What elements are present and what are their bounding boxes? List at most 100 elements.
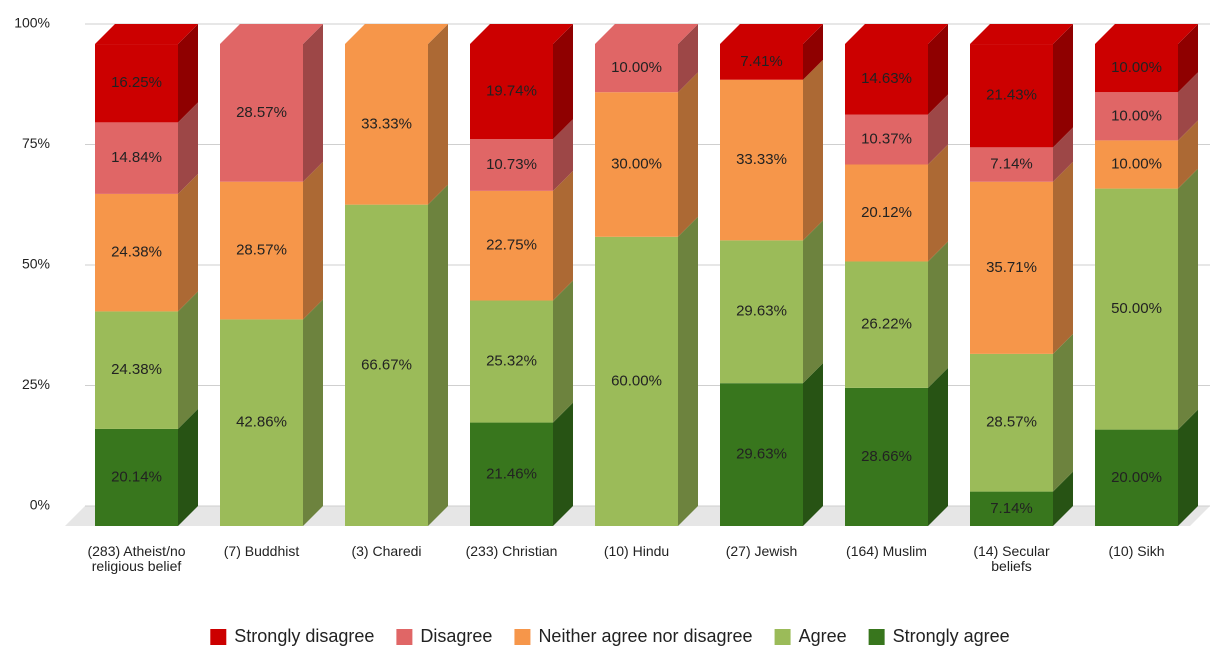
bar-side bbox=[303, 161, 323, 320]
data-label: 60.00% bbox=[611, 372, 662, 389]
data-label: 14.63% bbox=[861, 70, 912, 87]
bar-segment bbox=[470, 170, 573, 301]
legend-swatch bbox=[514, 629, 531, 645]
bar-side bbox=[928, 367, 948, 526]
bar-segment bbox=[95, 24, 198, 123]
data-label: 20.00% bbox=[1111, 469, 1162, 486]
bar-side bbox=[928, 144, 948, 262]
bar-front bbox=[1095, 188, 1178, 430]
bar-side bbox=[928, 24, 948, 115]
bar-segment bbox=[845, 367, 948, 526]
bar-segment bbox=[220, 299, 323, 526]
bar-front bbox=[220, 319, 303, 526]
bar-front bbox=[220, 181, 303, 320]
legend-label: Disagree bbox=[420, 626, 492, 646]
bar-segment bbox=[970, 161, 1073, 354]
legend-swatch bbox=[868, 629, 885, 645]
bar-segment bbox=[720, 220, 823, 384]
x-tick-label: (27) Jewish bbox=[726, 543, 798, 559]
bar-side bbox=[553, 280, 573, 423]
bar-side bbox=[553, 170, 573, 301]
data-label: 33.33% bbox=[361, 115, 412, 132]
bar-front bbox=[595, 44, 678, 93]
bar-side bbox=[303, 24, 323, 182]
bar-front bbox=[470, 139, 553, 191]
bar-front bbox=[720, 79, 803, 241]
x-tick-label: (14) Secular beliefs bbox=[973, 543, 1050, 574]
bar-front bbox=[720, 240, 803, 384]
bar-segment bbox=[970, 333, 1073, 492]
bar-side bbox=[553, 402, 573, 526]
bar-front bbox=[220, 44, 303, 182]
bar-side bbox=[803, 24, 823, 80]
y-tick-label: 100% bbox=[14, 15, 50, 31]
bar-side bbox=[1178, 24, 1198, 93]
bar-top bbox=[845, 24, 948, 44]
bar-front bbox=[595, 92, 678, 237]
data-label: 24.38% bbox=[111, 244, 162, 261]
bar-top bbox=[1095, 24, 1198, 44]
bar-segment bbox=[345, 184, 448, 526]
bar-front bbox=[1095, 140, 1178, 189]
bar-segment bbox=[1095, 168, 1198, 430]
data-label: 10.73% bbox=[486, 156, 537, 173]
data-label: 10.00% bbox=[611, 59, 662, 76]
bar-front bbox=[470, 44, 553, 140]
x-tick-label: (283) Atheist/no religious belief bbox=[87, 543, 185, 574]
bar-segment bbox=[595, 216, 698, 527]
bar-segment bbox=[1095, 409, 1198, 526]
bar-top bbox=[220, 24, 323, 44]
bar-front bbox=[970, 44, 1053, 148]
data-label: 20.12% bbox=[861, 204, 912, 221]
x-tick-label: (3) Charedi bbox=[351, 543, 421, 559]
bar-side bbox=[553, 119, 573, 191]
bar-front bbox=[470, 422, 553, 526]
bar-segment bbox=[470, 402, 573, 526]
bar-side bbox=[678, 72, 698, 237]
legend-label: Strongly agree bbox=[893, 626, 1010, 646]
bar-segment bbox=[345, 24, 448, 205]
legend: Strongly disagree Disagree Neither agree n… bbox=[210, 626, 1010, 646]
legend-swatch bbox=[210, 629, 227, 645]
x-tick-label: (10) Hindu bbox=[604, 543, 669, 559]
bar-segment bbox=[95, 173, 198, 312]
bar-front bbox=[845, 44, 928, 115]
y-tick-label: 0% bbox=[30, 497, 50, 513]
bar-segment bbox=[470, 24, 573, 140]
data-label: 14.84% bbox=[111, 149, 162, 166]
bar-side bbox=[178, 408, 198, 526]
data-label: 21.46% bbox=[486, 465, 537, 482]
bar-side bbox=[1178, 409, 1198, 526]
bar-segment bbox=[845, 144, 948, 262]
data-label: 35.71% bbox=[986, 259, 1037, 276]
bar-side bbox=[803, 363, 823, 526]
bar-front bbox=[95, 428, 178, 526]
bar-segment bbox=[470, 119, 573, 191]
bar-side bbox=[428, 24, 448, 205]
data-label: 26.22% bbox=[861, 316, 912, 333]
bar-segment bbox=[95, 408, 198, 526]
bar-front bbox=[95, 122, 178, 194]
bar-segment bbox=[1095, 120, 1198, 189]
x-tick-label: (10) Sikh bbox=[1108, 543, 1164, 559]
legend-label: Neither agree nor disagree bbox=[538, 626, 752, 646]
bar-top bbox=[345, 24, 448, 44]
bar-side bbox=[303, 299, 323, 526]
bar-front bbox=[970, 353, 1053, 492]
bar-side bbox=[928, 94, 948, 165]
bar-side bbox=[178, 173, 198, 312]
bar-side bbox=[553, 24, 573, 140]
bar-front bbox=[720, 383, 803, 526]
data-label: 19.74% bbox=[486, 83, 537, 100]
bar-side bbox=[803, 220, 823, 384]
bar-top bbox=[470, 24, 573, 44]
bar-segment bbox=[720, 24, 823, 80]
data-label: 33.33% bbox=[736, 151, 787, 168]
bar-front bbox=[720, 44, 803, 80]
bar-segment bbox=[220, 161, 323, 320]
bar-front bbox=[845, 387, 928, 526]
data-label: 25.32% bbox=[486, 353, 537, 370]
data-label: 7.41% bbox=[740, 53, 783, 70]
data-label: 20.14% bbox=[111, 468, 162, 485]
